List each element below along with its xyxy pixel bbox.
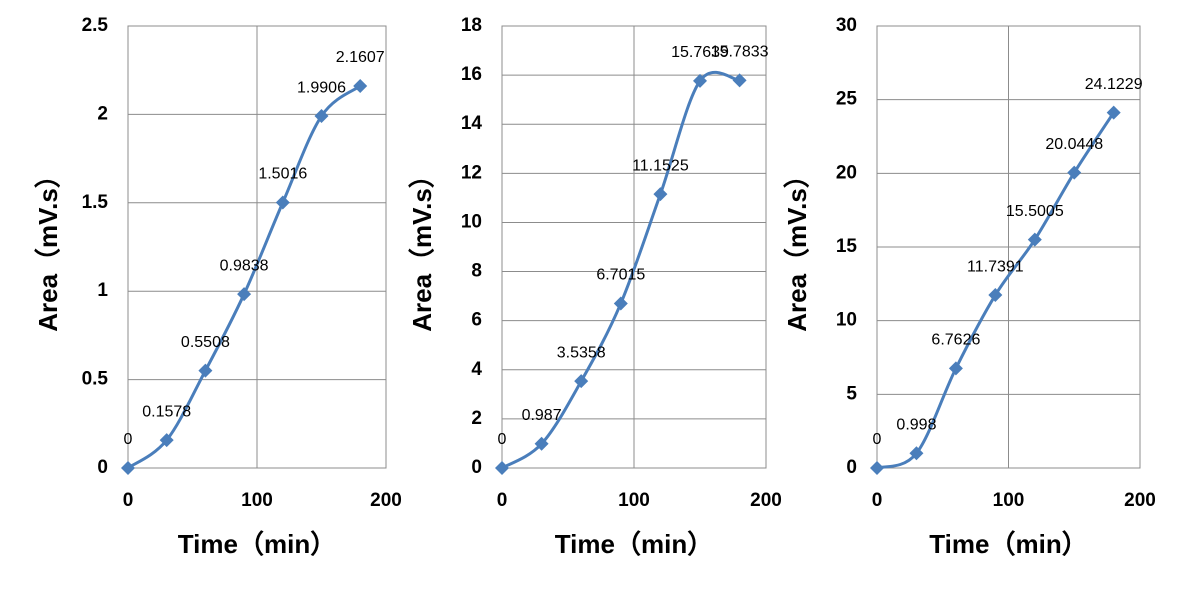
y-tick-label: 4 (471, 359, 482, 380)
marker (870, 461, 884, 475)
plot-border (501, 25, 767, 469)
y-tick-label: 0.5 (82, 369, 109, 390)
y-tick-label: 20 (836, 162, 857, 183)
y-tick-label: 18 (461, 15, 482, 36)
y-tick-label: 2 (97, 103, 108, 124)
marker (732, 73, 747, 88)
data-label: 0.5508 (181, 334, 230, 351)
y-tick-label: 30 (836, 15, 857, 36)
data-label: 6.7626 (931, 332, 980, 349)
data-label: 1.9906 (297, 79, 346, 96)
marker (948, 361, 963, 376)
y-tick-label: 0 (471, 457, 482, 478)
y-tick-label: 6 (471, 310, 482, 331)
y-tick-label: 15 (836, 236, 858, 257)
marker (613, 296, 628, 311)
data-label: 0.9838 (220, 257, 269, 274)
y-axis-label: Area（mV.s） (782, 162, 812, 332)
marker (353, 78, 368, 93)
data-label: 3.5358 (557, 344, 606, 361)
y-tick-label: 1.5 (82, 192, 109, 213)
x-tick-label: 100 (993, 490, 1025, 511)
marker (574, 374, 589, 389)
y-tick-label: 2.5 (82, 15, 109, 36)
data-label: 24.1229 (1085, 76, 1143, 93)
data-label: 0 (873, 431, 882, 448)
data-label: 1.5016 (258, 166, 307, 183)
x-tick-label: 200 (1124, 490, 1156, 511)
y-tick-label: 8 (471, 261, 482, 282)
y-axis-label: Area（mV.s） (33, 162, 63, 332)
plot-border (876, 25, 1141, 469)
marker (314, 109, 329, 124)
x-axis-label: Time（min） (555, 529, 713, 559)
data-label: 0.998 (896, 417, 936, 434)
y-tick-label: 12 (461, 162, 482, 183)
data-label: 11.7391 (967, 258, 1024, 275)
y-tick-label: 10 (461, 211, 482, 232)
marker (534, 436, 549, 451)
marker (237, 287, 252, 302)
plot-border (127, 25, 387, 469)
data-label: 15.5005 (1006, 203, 1064, 220)
x-axis-label: Time（min） (178, 529, 336, 559)
data-label: 20.0448 (1045, 136, 1103, 153)
x-tick-label: 200 (370, 490, 402, 511)
x-tick-label: 0 (123, 490, 134, 511)
data-label: 2.1607 (336, 49, 385, 66)
marker (653, 187, 668, 202)
y-tick-label: 2 (471, 408, 482, 429)
y-tick-label: 10 (836, 310, 857, 331)
data-label: 0.987 (522, 407, 562, 424)
y-tick-label: 25 (836, 89, 858, 110)
marker (121, 461, 135, 475)
marker (909, 446, 924, 461)
y-tick-label: 0 (97, 457, 108, 478)
data-label: 6.7015 (596, 267, 645, 284)
y-tick-label: 14 (461, 113, 483, 134)
x-tick-label: 100 (241, 490, 273, 511)
x-tick-label: 100 (618, 490, 650, 511)
y-axis-label: Area（mV.s） (407, 162, 437, 332)
marker (1027, 232, 1042, 247)
data-label: 0 (124, 431, 133, 448)
marker (275, 195, 290, 210)
marker (159, 433, 174, 448)
x-tick-label: 200 (750, 490, 782, 511)
data-label: 15.7639 (671, 44, 729, 61)
data-label: 0 (498, 431, 507, 448)
marker (198, 363, 213, 378)
data-label: 0.1578 (142, 403, 191, 420)
marker (1106, 105, 1121, 120)
marker (495, 461, 509, 475)
data-label: 11.1525 (632, 157, 689, 174)
x-tick-label: 0 (497, 490, 508, 511)
y-tick-label: 0 (846, 457, 857, 478)
y-tick-label: 16 (461, 64, 482, 85)
data-label: 15.7833 (711, 44, 769, 61)
y-tick-label: 1 (97, 280, 108, 301)
x-axis-label: Time（min） (929, 529, 1087, 559)
y-tick-label: 5 (846, 383, 857, 404)
marker (988, 288, 1003, 303)
marker (693, 73, 707, 88)
x-tick-label: 0 (872, 490, 883, 511)
marker (1067, 165, 1082, 180)
